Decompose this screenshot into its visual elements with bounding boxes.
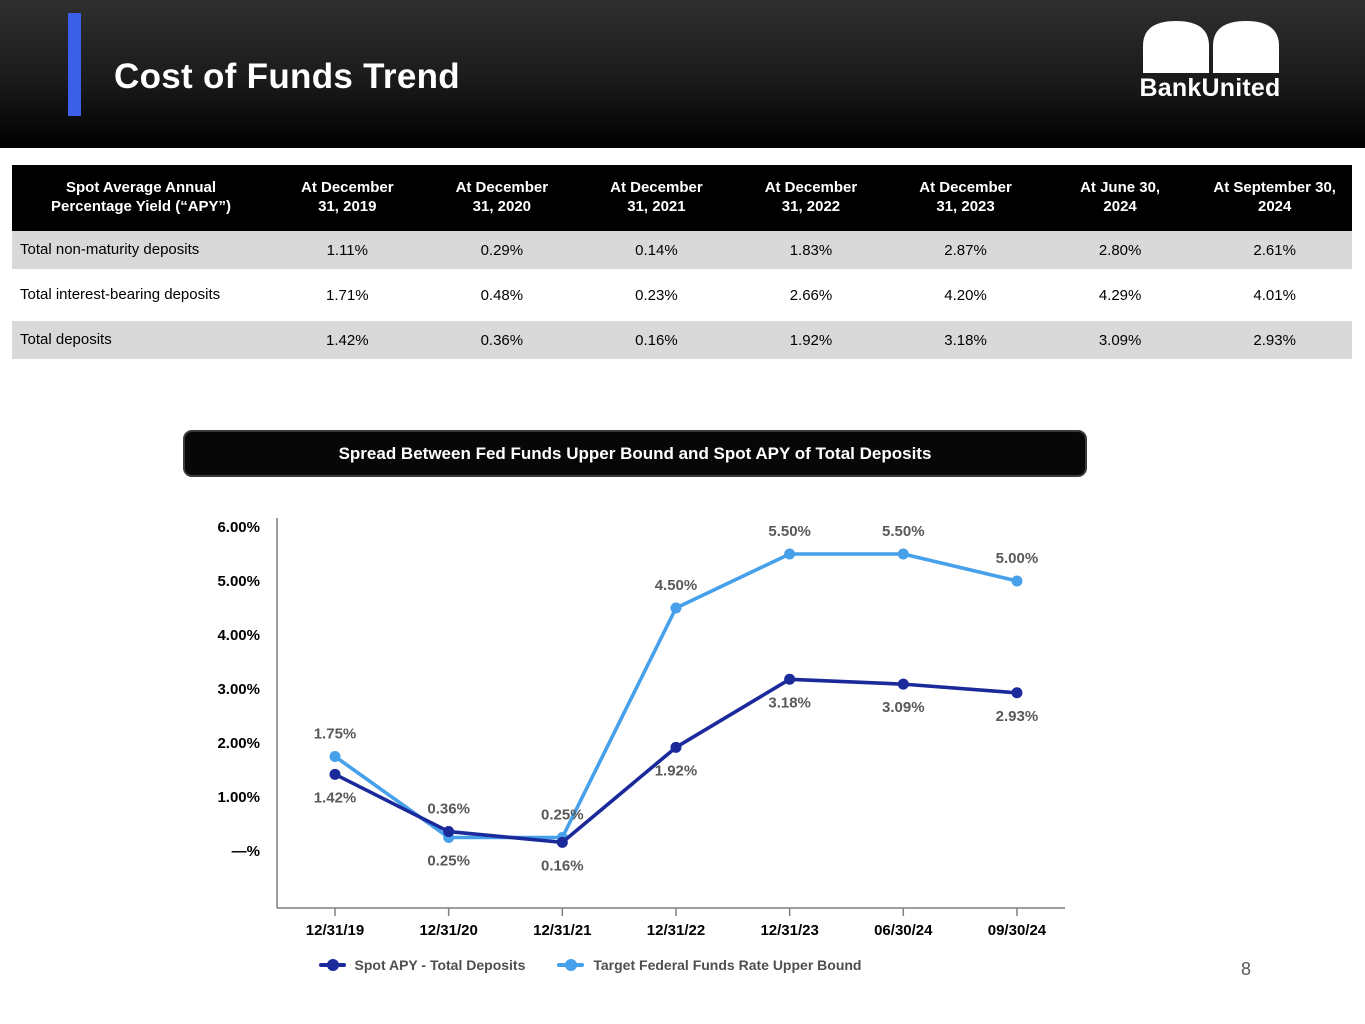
table-cell: 0.23% [579,269,734,321]
y-tick-label: 2.00% [217,735,260,752]
data-point-label: 5.00% [996,550,1039,567]
logo-wordmark: BankUnited [1139,74,1281,102]
table-cell: 2.66% [733,269,889,321]
table-cell: 1.71% [270,269,425,321]
data-point [897,678,909,690]
x-tick-label: 12/31/22 [647,922,705,939]
x-tick-label: 09/30/24 [988,922,1047,939]
legend-marker-icon [557,959,585,971]
page-title: Cost of Funds Trend [114,57,460,96]
table-cell: 0.36% [424,321,580,359]
spread-line-chart: 6.00% 5.00% 4.00% 3.00% 2.00% 1.00% —% 12/31/19… [217,518,1065,939]
accent-bar [68,13,81,116]
table-cell: 1.42% [270,321,425,359]
table-cell: 0.16% [579,321,734,359]
data-point-label: 3.18% [768,694,811,711]
table-cell: 4.29% [1042,269,1198,321]
table-col-header: At June 30, 2024 [1042,165,1198,231]
apy-table: Spot Average Annual Percentage Yield (“A… [12,165,1352,359]
legend-label: Target Federal Funds Rate Upper Bound [593,957,862,973]
legend-dot-icon [565,959,578,971]
chart-title-banner: Spread Between Fed Funds Upper Bound and… [183,430,1087,477]
table-col-header-apy: Spot Average Annual Percentage Yield (“A… [12,165,270,231]
table-col-header: At September 30, 2024 [1197,165,1352,231]
x-tick-label: 06/30/24 [874,922,933,939]
data-point [1011,687,1023,699]
slide-header: Cost of Funds Trend BankUnited [0,0,1365,148]
data-point-label: 4.50% [655,577,698,594]
table-cell: 0.29% [424,231,580,269]
table-cell: 4.20% [888,269,1043,321]
data-point [329,768,341,780]
table-cell: 2.87% [888,231,1043,269]
legend-label: Spot APY - Total Deposits [354,957,526,973]
table-cell: 1.11% [270,231,425,269]
data-point-label: 1.75% [314,726,357,743]
data-point-label: 5.50% [882,523,925,540]
table-header-row: Spot Average Annual Percentage Yield (“A… [12,165,1352,231]
table-cell: 1.83% [733,231,889,269]
data-point-label: 1.92% [655,762,698,779]
data-point [670,741,682,753]
data-point [897,548,909,560]
data-point-label: 0.25% [541,807,584,824]
legend-item: Spot APY - Total Deposits [318,957,526,973]
page-number: 8 [1241,959,1252,979]
legend-item: Target Federal Funds Rate Upper Bound [557,957,861,973]
legend-dot-icon [326,959,339,971]
data-point-label: 5.50% [768,523,811,540]
data-point [556,836,568,848]
y-tick-label: 5.00% [217,573,260,590]
data-point-label: 0.16% [541,857,584,874]
y-tick-label: —% [232,843,260,860]
table-cell: 2.80% [1042,231,1198,269]
x-tick-label: 12/31/21 [533,922,591,939]
table-cell: 3.09% [1042,321,1198,359]
x-tick-label: 12/31/19 [306,922,364,939]
data-point-label: 3.09% [882,699,925,716]
data-point-label: 0.25% [427,853,470,870]
y-tick-label: 4.00% [217,627,260,644]
y-tick-label: 6.00% [217,519,260,536]
data-point [1011,575,1023,587]
table-col-header: At December 31, 2021 [579,165,734,231]
row-label: Total interest-bearing deposits [12,269,270,321]
table-col-header: At December 31, 2022 [733,165,889,231]
table-row: Total interest-bearing deposits 1.71% 0.… [12,269,1352,321]
legend-marker-icon [318,959,346,971]
data-point [670,602,682,614]
table-row: Total deposits 1.42% 0.36% 0.16% 1.92% 3… [12,321,1352,359]
data-point [784,673,796,685]
series-line [333,552,1018,840]
table-cell: 0.48% [424,269,580,321]
table-cell: 4.01% [1197,269,1352,321]
data-point-label: 0.36% [427,801,470,818]
table-col-header: At December 31, 2020 [424,165,580,231]
x-tick-label: 12/31/23 [760,922,818,939]
data-point-label: 1.42% [314,789,357,806]
chart-area: 6.00% 5.00% 4.00% 3.00% 2.00% 1.00% —% 12/31/19… [0,490,1365,960]
table-cell: 3.18% [888,321,1043,359]
x-tick-label: 12/31/20 [419,922,477,939]
y-tick-label: 3.00% [217,681,260,698]
table-row: Total non-maturity deposits 1.11% 0.29% … [12,231,1352,269]
table-cell: 1.92% [733,321,889,359]
chart-legend: Spot APY - Total Deposits Target Federal … [0,957,1180,973]
data-point-label: 2.93% [996,708,1039,725]
data-point [443,826,455,838]
table-col-header: At December 31, 2019 [270,165,425,231]
data-point [784,548,796,560]
table-cell: 0.14% [579,231,734,269]
logo-arches-icon [1126,16,1294,73]
table-cell: 2.93% [1197,321,1352,359]
table-col-header: At December 31, 2023 [888,165,1043,231]
bankunited-logo: BankUnited [1126,16,1294,103]
chart-title: Spread Between Fed Funds Upper Bound and… [338,443,932,463]
y-tick-label: 1.00% [217,789,260,806]
table-cell: 2.61% [1197,231,1352,269]
row-label: Total deposits [12,321,270,359]
data-point [329,751,341,762]
row-label: Total non-maturity deposits [12,231,270,269]
